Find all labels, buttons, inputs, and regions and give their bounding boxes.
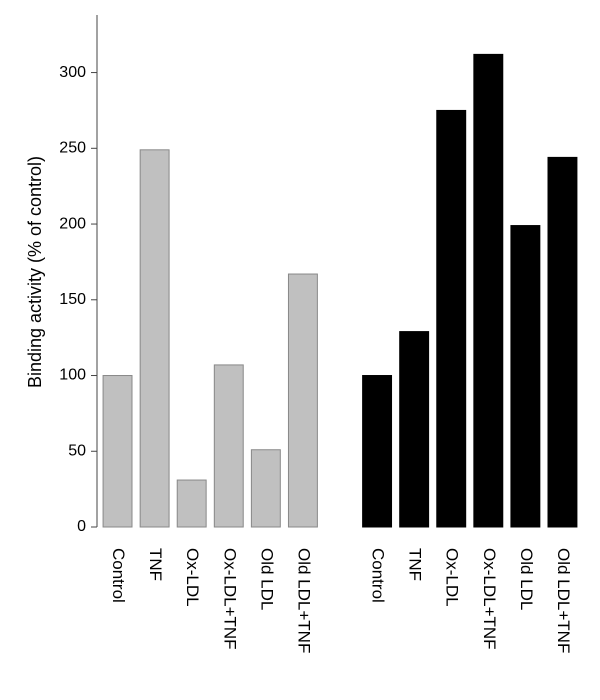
y-tick-label: 0: [77, 518, 86, 535]
x-tick-label: TNF: [146, 548, 165, 581]
bar: [102, 375, 133, 528]
bar: [510, 225, 541, 528]
bar: [213, 364, 244, 528]
x-tick-label: TNF: [406, 548, 425, 581]
x-tick-label: Control: [109, 548, 128, 603]
bar: [547, 156, 578, 528]
x-tick-label: Ox-LDL+TNF: [220, 548, 239, 650]
bar: [287, 273, 318, 528]
x-tick-label: Control: [369, 548, 388, 603]
y-tick-label: 200: [59, 215, 86, 232]
y-tick-label: 250: [59, 140, 86, 157]
bar: [473, 53, 504, 528]
bar: [250, 449, 281, 528]
bar: [176, 479, 207, 528]
bar: [362, 375, 393, 528]
y-axis-label: Binding activity (% of control): [25, 156, 45, 388]
bar: [436, 109, 467, 528]
bar: [399, 331, 430, 528]
y-tick-label: 300: [59, 64, 86, 81]
x-tick-label: Old LDL+TNF: [294, 548, 313, 653]
x-tick-label: Ox-LDL: [183, 548, 202, 607]
x-tick-label: Old LDL+TNF: [554, 548, 573, 653]
x-tick-label: Old LDL: [517, 548, 536, 610]
x-tick-label: Old LDL: [257, 548, 276, 610]
bar: [139, 149, 170, 528]
y-tick-label: 50: [68, 442, 86, 459]
x-tick-label: Ox-LDL: [443, 548, 462, 607]
y-tick-label: 150: [59, 291, 86, 308]
y-tick-label: 100: [59, 367, 86, 384]
x-tick-label: Ox-LDL+TNF: [480, 548, 499, 650]
